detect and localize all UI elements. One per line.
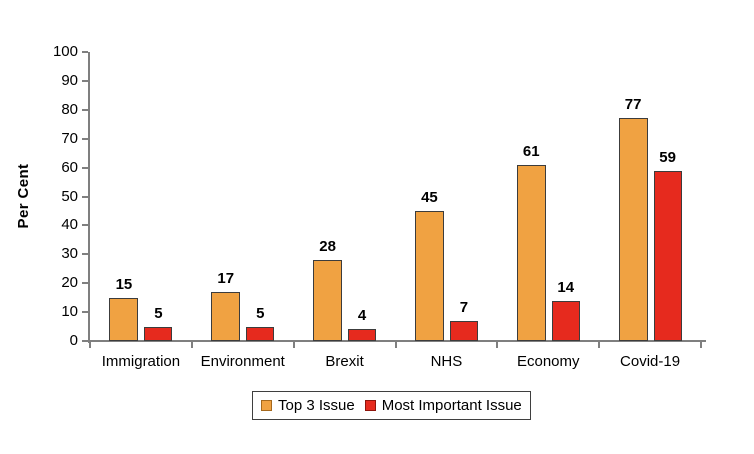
category-label: Environment bbox=[200, 353, 285, 370]
x-tick-mark bbox=[598, 342, 601, 348]
value-label: 17 bbox=[217, 269, 235, 287]
y-tick-mark bbox=[82, 137, 88, 140]
y-tick-mark bbox=[82, 108, 88, 111]
bar-top3 bbox=[313, 260, 343, 341]
x-tick-mark bbox=[89, 342, 91, 348]
y-tick-mark bbox=[82, 79, 88, 82]
bar-most-important bbox=[449, 320, 478, 341]
legend-label: Top 3 Issue bbox=[278, 397, 355, 414]
y-tick-mark bbox=[82, 51, 88, 53]
category-label: NHS bbox=[430, 353, 463, 370]
legend-item: Top 3 Issue bbox=[261, 397, 355, 414]
x-tick-mark bbox=[394, 342, 397, 348]
bar-top3 bbox=[516, 164, 546, 341]
category-label: Brexit bbox=[325, 353, 364, 370]
y-axis-label: Per Cent bbox=[15, 163, 32, 229]
y-tick-label: 50 bbox=[61, 187, 78, 205]
y-tick-label: 70 bbox=[61, 129, 78, 147]
value-label: 61 bbox=[522, 142, 540, 160]
y-tick-mark bbox=[82, 311, 88, 314]
value-label: 4 bbox=[357, 307, 367, 325]
x-tick-mark bbox=[700, 342, 702, 348]
value-label: 7 bbox=[459, 298, 469, 316]
bar-most-important bbox=[551, 300, 580, 341]
value-label: 77 bbox=[624, 96, 642, 114]
y-tick-mark bbox=[82, 224, 88, 227]
value-label: 14 bbox=[557, 278, 575, 296]
y-tick-label: 30 bbox=[61, 245, 78, 263]
bar-most-important bbox=[144, 326, 173, 341]
x-tick-mark bbox=[190, 342, 193, 348]
category-label: Economy bbox=[516, 353, 580, 370]
bar-top3 bbox=[618, 118, 648, 341]
y-tick-mark bbox=[82, 340, 88, 342]
bar-top3 bbox=[414, 210, 444, 341]
y-tick-label: 10 bbox=[61, 303, 78, 321]
x-axis-line bbox=[87, 340, 706, 342]
legend-swatch-icon bbox=[364, 400, 376, 411]
value-label: 45 bbox=[421, 188, 438, 206]
y-tick-mark bbox=[82, 253, 88, 256]
bar-most-important bbox=[653, 170, 682, 341]
value-label: 15 bbox=[115, 275, 133, 293]
category-label: Covid-19 bbox=[620, 353, 681, 370]
bar-most-important bbox=[246, 326, 275, 341]
y-tick-mark bbox=[82, 195, 88, 198]
y-tick-mark bbox=[82, 166, 88, 169]
y-tick-label: 90 bbox=[61, 71, 78, 89]
y-tick-mark bbox=[82, 282, 88, 285]
bar-top3 bbox=[109, 297, 139, 341]
y-tick-label: 40 bbox=[61, 216, 78, 234]
value-label: 5 bbox=[154, 304, 163, 322]
x-tick-mark bbox=[292, 342, 295, 348]
value-label: 59 bbox=[659, 148, 676, 166]
legend: Top 3 Issue Most Important Issue bbox=[252, 391, 531, 420]
legend-swatch-icon bbox=[261, 400, 272, 411]
y-tick-label: 80 bbox=[61, 100, 78, 118]
category-label: Immigration bbox=[101, 353, 181, 370]
legend-label: Most Important Issue bbox=[381, 397, 522, 414]
y-tick-label: 60 bbox=[61, 158, 78, 176]
value-label: 5 bbox=[256, 304, 265, 322]
y-axis-line bbox=[88, 52, 90, 343]
y-tick-label: 20 bbox=[61, 274, 78, 292]
legend-item: Most Important Issue bbox=[364, 397, 522, 414]
bar-top3 bbox=[211, 291, 241, 341]
y-tick-label: 0 bbox=[69, 332, 78, 349]
bar-most-important bbox=[348, 329, 377, 341]
x-tick-mark bbox=[496, 342, 499, 348]
y-tick-label: 100 bbox=[52, 43, 78, 60]
value-label: 28 bbox=[319, 238, 336, 256]
